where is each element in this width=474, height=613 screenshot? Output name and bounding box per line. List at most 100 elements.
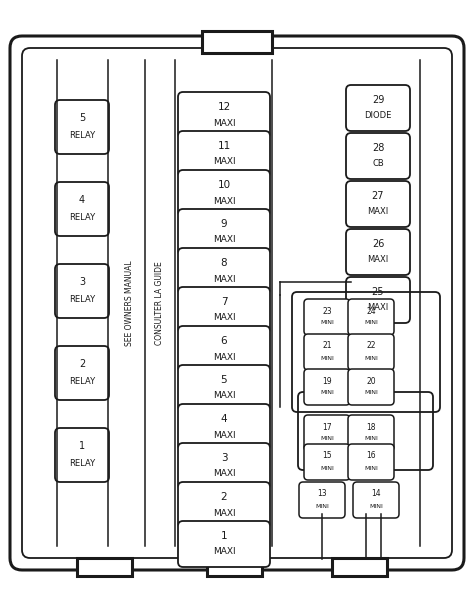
Text: CONSULTER LA GUIDE: CONSULTER LA GUIDE <box>155 261 164 345</box>
FancyBboxPatch shape <box>346 277 410 323</box>
Text: 29: 29 <box>372 95 384 105</box>
Text: MAXI: MAXI <box>367 303 389 313</box>
Text: RELAY: RELAY <box>69 213 95 223</box>
FancyBboxPatch shape <box>178 170 270 216</box>
FancyBboxPatch shape <box>178 482 270 528</box>
Text: MAXI: MAXI <box>213 547 235 557</box>
Text: 4: 4 <box>79 195 85 205</box>
Text: 2: 2 <box>79 359 85 369</box>
FancyBboxPatch shape <box>55 346 109 400</box>
Text: 4: 4 <box>221 414 228 424</box>
FancyBboxPatch shape <box>178 443 270 489</box>
FancyBboxPatch shape <box>304 334 350 370</box>
Text: MINI: MINI <box>364 436 378 441</box>
Text: MAXI: MAXI <box>213 197 235 205</box>
FancyBboxPatch shape <box>10 36 464 570</box>
Text: 2: 2 <box>221 492 228 502</box>
Text: 28: 28 <box>372 143 384 153</box>
Text: MINI: MINI <box>320 321 334 326</box>
Text: 17: 17 <box>322 422 332 432</box>
Text: MINI: MINI <box>364 321 378 326</box>
Text: MINI: MINI <box>364 390 378 395</box>
Text: MINI: MINI <box>364 465 378 471</box>
Text: 24: 24 <box>366 306 376 316</box>
Text: 10: 10 <box>218 180 230 190</box>
Text: MAXI: MAXI <box>213 430 235 440</box>
Text: 27: 27 <box>372 191 384 201</box>
Text: 13: 13 <box>317 490 327 498</box>
FancyBboxPatch shape <box>178 209 270 255</box>
Text: MINI: MINI <box>369 503 383 509</box>
Text: RELAY: RELAY <box>69 295 95 305</box>
Text: MINI: MINI <box>364 356 378 360</box>
FancyBboxPatch shape <box>348 415 394 451</box>
FancyBboxPatch shape <box>55 182 109 236</box>
Text: RELAY: RELAY <box>69 132 95 140</box>
Text: MAXI: MAXI <box>213 470 235 479</box>
Text: MAXI: MAXI <box>367 207 389 216</box>
FancyBboxPatch shape <box>348 299 394 335</box>
Text: 26: 26 <box>372 239 384 249</box>
FancyBboxPatch shape <box>178 326 270 372</box>
Text: CB: CB <box>372 159 384 169</box>
Text: MINI: MINI <box>320 465 334 471</box>
Text: 11: 11 <box>218 141 231 151</box>
FancyBboxPatch shape <box>55 264 109 318</box>
Text: MINI: MINI <box>320 390 334 395</box>
Text: 5: 5 <box>79 113 85 123</box>
Text: 23: 23 <box>322 306 332 316</box>
Text: MAXI: MAXI <box>213 509 235 517</box>
Text: MAXI: MAXI <box>213 313 235 322</box>
Text: MAXI: MAXI <box>367 256 389 264</box>
Text: MAXI: MAXI <box>213 352 235 362</box>
FancyBboxPatch shape <box>348 369 394 405</box>
Text: RELAY: RELAY <box>69 378 95 387</box>
Text: MAXI: MAXI <box>213 118 235 128</box>
Text: MINI: MINI <box>320 436 334 441</box>
Text: 7: 7 <box>221 297 228 307</box>
Text: 14: 14 <box>371 490 381 498</box>
Text: 19: 19 <box>322 376 332 386</box>
Text: 3: 3 <box>79 277 85 287</box>
Text: 8: 8 <box>221 258 228 268</box>
FancyBboxPatch shape <box>178 404 270 450</box>
Text: 12: 12 <box>218 102 231 112</box>
Text: DIODE: DIODE <box>365 112 392 121</box>
Text: SEE OWNERS MANUAL: SEE OWNERS MANUAL <box>126 260 135 346</box>
FancyBboxPatch shape <box>346 85 410 131</box>
Bar <box>77 558 132 576</box>
Text: 9: 9 <box>221 219 228 229</box>
FancyBboxPatch shape <box>178 287 270 333</box>
FancyBboxPatch shape <box>348 444 394 480</box>
Text: MINI: MINI <box>315 503 329 509</box>
Text: MAXI: MAXI <box>213 235 235 245</box>
FancyBboxPatch shape <box>304 444 350 480</box>
FancyBboxPatch shape <box>353 482 399 518</box>
Text: 21: 21 <box>322 341 332 351</box>
Text: RELAY: RELAY <box>69 460 95 468</box>
Text: 20: 20 <box>366 376 376 386</box>
Text: MAXI: MAXI <box>213 392 235 400</box>
Text: 22: 22 <box>366 341 376 351</box>
FancyBboxPatch shape <box>348 334 394 370</box>
FancyBboxPatch shape <box>178 365 270 411</box>
Text: MAXI: MAXI <box>213 275 235 283</box>
FancyBboxPatch shape <box>299 482 345 518</box>
Bar <box>202 31 272 53</box>
FancyBboxPatch shape <box>178 131 270 177</box>
Text: 16: 16 <box>366 452 376 460</box>
Text: 6: 6 <box>221 336 228 346</box>
FancyBboxPatch shape <box>178 92 270 138</box>
FancyBboxPatch shape <box>346 133 410 179</box>
FancyBboxPatch shape <box>55 100 109 154</box>
Text: 1: 1 <box>221 531 228 541</box>
Text: 18: 18 <box>366 422 376 432</box>
FancyBboxPatch shape <box>178 521 270 567</box>
Bar <box>207 558 262 576</box>
Text: 1: 1 <box>79 441 85 451</box>
Text: MINI: MINI <box>320 356 334 360</box>
FancyBboxPatch shape <box>346 229 410 275</box>
Text: 5: 5 <box>221 375 228 385</box>
FancyBboxPatch shape <box>304 299 350 335</box>
Text: 15: 15 <box>322 452 332 460</box>
